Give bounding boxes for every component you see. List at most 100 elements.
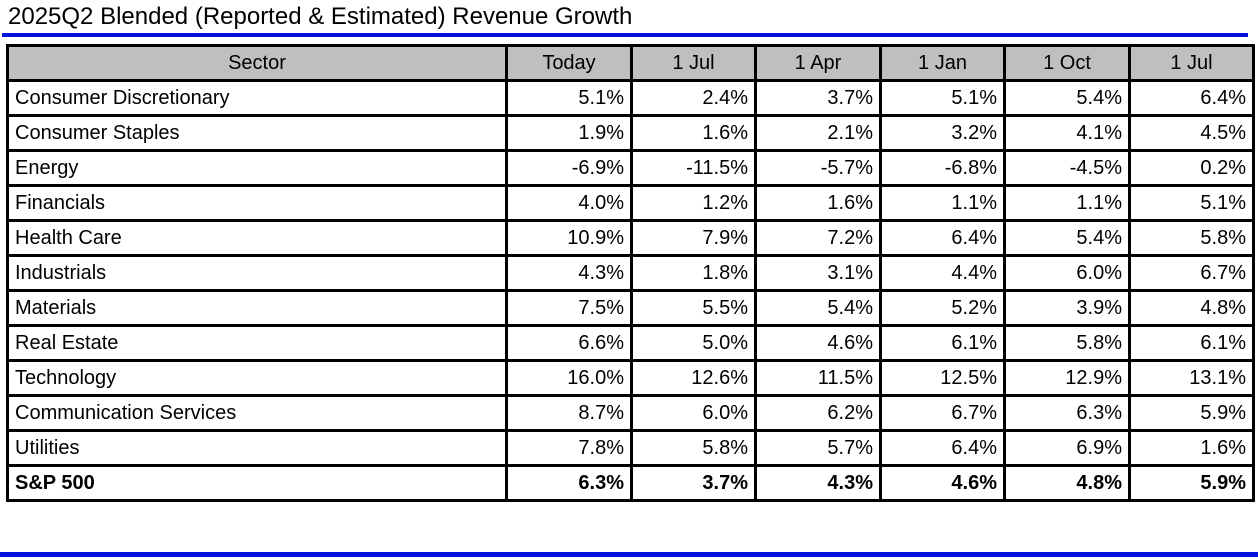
value-cell: 4.6% bbox=[879, 464, 1006, 502]
table-row: Utilities 7.8% 5.8% 5.7% 6.4% 6.9% 1.6% bbox=[6, 429, 1255, 467]
value-cell: 1.1% bbox=[879, 184, 1006, 222]
value-cell: 5.1% bbox=[1128, 184, 1255, 222]
value-cell: 4.3% bbox=[754, 464, 882, 502]
column-header-period: 1 Jan bbox=[879, 44, 1006, 82]
table-row: Real Estate 6.6% 5.0% 4.6% 6.1% 5.8% 6.1% bbox=[6, 324, 1255, 362]
table-row: Materials 7.5% 5.5% 5.4% 5.2% 3.9% 4.8% bbox=[6, 289, 1255, 327]
table-row: Industrials 4.3% 1.8% 3.1% 4.4% 6.0% 6.7% bbox=[6, 254, 1255, 292]
value-cell: 8.7% bbox=[505, 394, 633, 432]
sector-cell: Industrials bbox=[6, 254, 508, 292]
value-cell: 7.8% bbox=[505, 429, 633, 467]
sector-cell: Real Estate bbox=[6, 324, 508, 362]
value-cell: 1.2% bbox=[630, 184, 757, 222]
value-cell: 7.9% bbox=[630, 219, 757, 257]
table-row: Energy -6.9% -11.5% -5.7% -6.8% -4.5% 0.2% bbox=[6, 149, 1255, 187]
table-row: Communication Services 8.7% 6.0% 6.2% 6.7% 6.… bbox=[6, 394, 1255, 432]
value-cell: 5.9% bbox=[1128, 394, 1255, 432]
column-header-sector: Sector bbox=[6, 44, 508, 82]
column-header-period: 1 Oct bbox=[1003, 44, 1131, 82]
value-cell: -4.5% bbox=[1003, 149, 1131, 187]
value-cell: 1.8% bbox=[630, 254, 757, 292]
value-cell: 6.0% bbox=[630, 394, 757, 432]
value-cell: 4.3% bbox=[505, 254, 633, 292]
value-cell: 3.2% bbox=[879, 114, 1006, 152]
sector-cell: S&P 500 bbox=[6, 464, 508, 502]
value-cell: 4.4% bbox=[879, 254, 1006, 292]
revenue-growth-table: Sector Today 1 Jul 1 Apr 1 Jan 1 Oct 1 Jul Con… bbox=[6, 44, 1255, 502]
page-title: 2025Q2 Blended (Reported & Estimated) Re… bbox=[8, 3, 633, 30]
sector-cell: Consumer Discretionary bbox=[6, 79, 508, 117]
value-cell: 4.5% bbox=[1128, 114, 1255, 152]
value-cell: 3.1% bbox=[754, 254, 882, 292]
value-cell: 6.3% bbox=[1003, 394, 1131, 432]
column-header-period: 1 Jul bbox=[630, 44, 757, 82]
value-cell: 6.1% bbox=[879, 324, 1006, 362]
column-header-period: Today bbox=[505, 44, 633, 82]
value-cell: -11.5% bbox=[630, 149, 757, 187]
value-cell: 1.1% bbox=[1003, 184, 1131, 222]
value-cell: 5.5% bbox=[630, 289, 757, 327]
title-underline-rule bbox=[2, 33, 1248, 37]
value-cell: 13.1% bbox=[1128, 359, 1255, 397]
sector-cell: Communication Services bbox=[6, 394, 508, 432]
sector-cell: Financials bbox=[6, 184, 508, 222]
value-cell: 5.4% bbox=[754, 289, 882, 327]
value-cell: 4.8% bbox=[1128, 289, 1255, 327]
value-cell: 4.0% bbox=[505, 184, 633, 222]
sector-cell: Technology bbox=[6, 359, 508, 397]
table-row: Financials 4.0% 1.2% 1.6% 1.1% 1.1% 5.1% bbox=[6, 184, 1255, 222]
value-cell: 5.0% bbox=[630, 324, 757, 362]
value-cell: 2.1% bbox=[754, 114, 882, 152]
value-cell: 4.6% bbox=[754, 324, 882, 362]
value-cell: 6.2% bbox=[754, 394, 882, 432]
value-cell: 5.4% bbox=[1003, 79, 1131, 117]
value-cell: 6.7% bbox=[879, 394, 1006, 432]
table-row: Technology 16.0% 12.6% 11.5% 12.5% 12.9% 13.1% bbox=[6, 359, 1255, 397]
value-cell: 10.9% bbox=[505, 219, 633, 257]
value-cell: 5.8% bbox=[1003, 324, 1131, 362]
table-row: Consumer Staples 1.9% 1.6% 2.1% 3.2% 4.1% 4.5% bbox=[6, 114, 1255, 152]
value-cell: 5.2% bbox=[879, 289, 1006, 327]
value-cell: 1.6% bbox=[630, 114, 757, 152]
table-row: Consumer Discretionary 5.1% 2.4% 3.7% 5.1% 5.… bbox=[6, 79, 1255, 117]
value-cell: 6.4% bbox=[879, 429, 1006, 467]
value-cell: 6.0% bbox=[1003, 254, 1131, 292]
value-cell: 3.7% bbox=[754, 79, 882, 117]
value-cell: 3.7% bbox=[630, 464, 757, 502]
value-cell: 6.9% bbox=[1003, 429, 1131, 467]
value-cell: 1.6% bbox=[754, 184, 882, 222]
value-cell: 0.2% bbox=[1128, 149, 1255, 187]
sector-cell: Materials bbox=[6, 289, 508, 327]
value-cell: 7.2% bbox=[754, 219, 882, 257]
value-cell: 3.9% bbox=[1003, 289, 1131, 327]
sector-cell: Utilities bbox=[6, 429, 508, 467]
column-header-period: 1 Jul bbox=[1128, 44, 1255, 82]
value-cell: 6.4% bbox=[879, 219, 1006, 257]
value-cell: 6.4% bbox=[1128, 79, 1255, 117]
value-cell: 2.4% bbox=[630, 79, 757, 117]
value-cell: 5.1% bbox=[505, 79, 633, 117]
table-row: Health Care 10.9% 7.9% 7.2% 6.4% 5.4% 5.8% bbox=[6, 219, 1255, 257]
value-cell: 6.7% bbox=[1128, 254, 1255, 292]
value-cell: 5.1% bbox=[879, 79, 1006, 117]
value-cell: 6.1% bbox=[1128, 324, 1255, 362]
value-cell: 1.9% bbox=[505, 114, 633, 152]
value-cell: 1.6% bbox=[1128, 429, 1255, 467]
value-cell: 11.5% bbox=[754, 359, 882, 397]
value-cell: -6.9% bbox=[505, 149, 633, 187]
value-cell: 12.9% bbox=[1003, 359, 1131, 397]
value-cell: 5.8% bbox=[630, 429, 757, 467]
value-cell: 7.5% bbox=[505, 289, 633, 327]
sector-cell: Energy bbox=[6, 149, 508, 187]
value-cell: 5.7% bbox=[754, 429, 882, 467]
sector-cell: Consumer Staples bbox=[6, 114, 508, 152]
value-cell: 6.6% bbox=[505, 324, 633, 362]
sector-cell: Health Care bbox=[6, 219, 508, 257]
value-cell: 4.8% bbox=[1003, 464, 1131, 502]
table-header-row: Sector Today 1 Jul 1 Apr 1 Jan 1 Oct 1 Jul bbox=[6, 44, 1255, 82]
table-body: Consumer Discretionary 5.1% 2.4% 3.7% 5.1% 5.… bbox=[6, 79, 1255, 502]
value-cell: 6.3% bbox=[505, 464, 633, 502]
value-cell: 5.4% bbox=[1003, 219, 1131, 257]
value-cell: 12.5% bbox=[879, 359, 1006, 397]
